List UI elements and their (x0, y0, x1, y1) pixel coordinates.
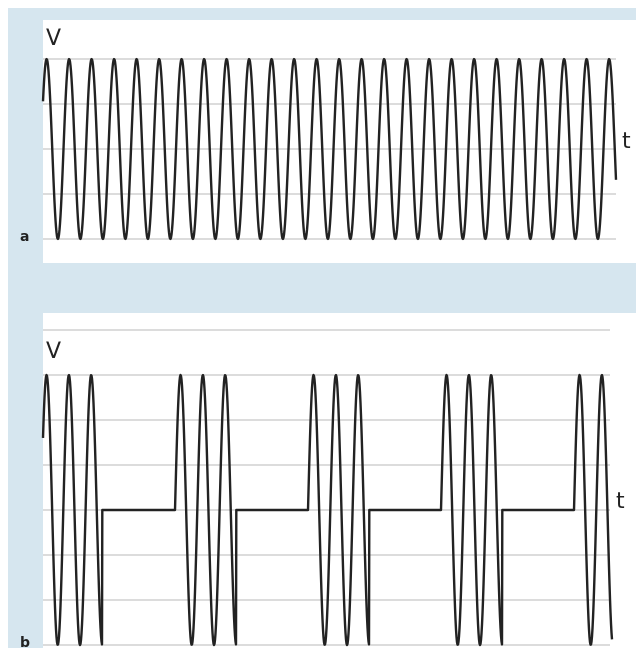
x-axis-label: t (616, 489, 625, 514)
y-axis-label: V (46, 339, 61, 364)
panel-label: a (20, 229, 29, 245)
y-axis-label: V (46, 26, 61, 51)
x-axis-label: t (622, 129, 631, 154)
waveform-a (41, 57, 618, 241)
waveform-b (41, 373, 614, 647)
panel-label: b (20, 635, 30, 648)
